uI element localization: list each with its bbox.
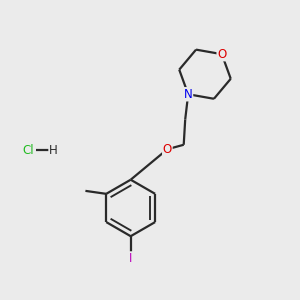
Text: O: O: [163, 143, 172, 156]
Text: O: O: [217, 48, 226, 61]
Text: I: I: [129, 252, 132, 265]
Text: N: N: [184, 88, 193, 101]
Text: Cl: Cl: [22, 143, 34, 157]
Text: H: H: [49, 143, 58, 157]
